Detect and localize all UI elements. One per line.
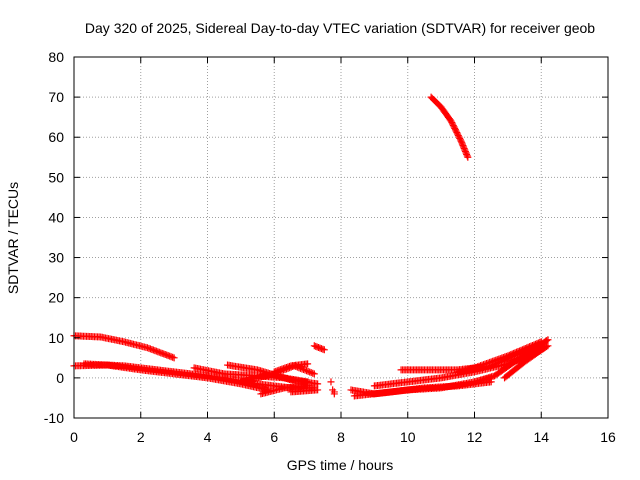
y-tick-label: 30 [48,250,64,266]
data-point [463,152,471,160]
data-point [309,369,317,377]
y-tick-label: 0 [56,370,64,386]
data-point [320,346,328,354]
x-tick-label: 10 [400,429,416,445]
data-points [70,93,552,400]
data-point [544,336,552,344]
y-axis: -10 0 10 20 30 40 50 60 70 80 [44,49,608,426]
chart-title: Day 320 of 2025, Sidereal Day-to-day VTE… [85,20,595,36]
y-axis-label: SDTVAR / TECUs [5,182,21,294]
grid [74,57,608,418]
data-point [304,367,312,375]
data-point [306,368,314,376]
y-tick-label: 80 [48,49,64,65]
y-tick-label: 50 [48,169,64,185]
y-tick-label: 70 [48,89,64,105]
x-tick-label: 2 [137,429,145,445]
data-point [314,386,322,394]
y-tick-label: 60 [48,129,64,145]
x-tick-label: 6 [270,429,278,445]
x-tick-label: 14 [533,429,549,445]
data-point [301,366,309,374]
data-point [327,378,335,386]
y-tick-label: 10 [48,330,64,346]
x-tick-label: 8 [337,429,345,445]
y-tick-label: -10 [44,410,64,426]
data-point [307,369,315,377]
y-tick-label: 40 [48,209,64,225]
x-tick-label: 16 [600,429,616,445]
data-point [170,354,178,362]
data-point [304,360,312,368]
x-axis-label: GPS time / hours [287,457,394,473]
y-tick-label: 20 [48,290,64,306]
x-tick-label: 0 [70,429,78,445]
x-tick-label: 4 [204,429,212,445]
data-point [310,370,318,378]
data-point [330,388,338,396]
data-point [314,380,322,388]
data-point [543,337,551,345]
x-axis: 0 2 4 6 8 10 12 14 16 [70,57,616,445]
data-point [303,367,311,375]
x-tick-label: 12 [467,429,483,445]
data-point [464,153,472,161]
